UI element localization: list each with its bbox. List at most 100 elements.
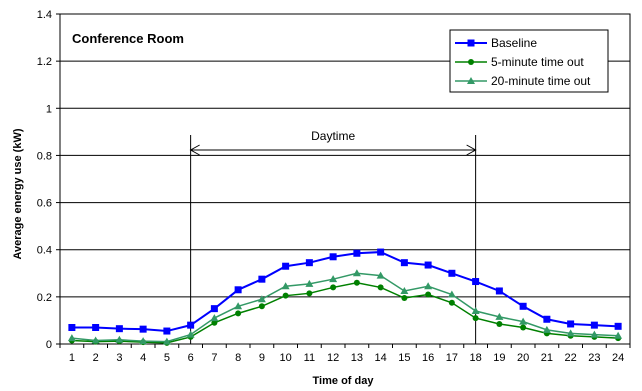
data-point: [495, 312, 504, 320]
data-point: [281, 282, 290, 290]
data-point: [258, 275, 266, 283]
data-point: [447, 290, 456, 298]
data-point: [353, 279, 360, 286]
data-point: [258, 303, 265, 310]
x-tick-label: 22: [565, 352, 577, 364]
data-point: [376, 271, 385, 279]
data-point: [496, 320, 503, 327]
daytime-arrowhead-right: [466, 144, 477, 156]
y-tick-label: 1.4: [37, 9, 52, 21]
data-point: [425, 291, 432, 298]
y-tick-label: 0: [46, 339, 52, 351]
x-tick-label: 17: [446, 352, 458, 364]
legend-label-baseline: Baseline: [491, 36, 537, 50]
y-tick-labels: 0 0.2 0.4 0.6 0.8 1 1.2 1.4: [37, 9, 60, 351]
data-point: [257, 295, 266, 303]
data-point: [448, 269, 456, 277]
x-tick-labels: 1 2 3 4 5 6 7 8 9 10 11 12 13 14 15 16 17 18 19 20 21 22 23 24: [59, 344, 631, 364]
data-point: [330, 284, 337, 291]
daytime-label: Daytime: [311, 129, 355, 143]
data-point: [115, 335, 124, 343]
x-tick-label: 18: [470, 352, 482, 364]
x-tick-label: 10: [280, 352, 292, 364]
x-tick-label: 9: [259, 352, 265, 364]
data-point: [92, 324, 100, 331]
series-3: [67, 269, 623, 345]
data-point: [448, 299, 455, 306]
series-1: [68, 248, 622, 335]
legend-marker-baseline: [467, 39, 475, 47]
daytime-arrowhead-left: [189, 144, 200, 156]
legend-item-20-minute: 20-minute time out: [455, 74, 591, 88]
x-tick-label: 5: [164, 352, 170, 364]
data-point: [163, 327, 171, 335]
data-point: [590, 330, 599, 338]
data-point: [329, 275, 338, 283]
x-tick-label: 23: [588, 352, 600, 364]
y-tick-label: 1.2: [37, 56, 52, 68]
data-point: [567, 320, 575, 328]
x-axis-title: Time of day: [313, 375, 375, 387]
data-point: [210, 314, 219, 322]
x-tick-label: 8: [235, 352, 241, 364]
legend-label-20-minute: 20-minute time out: [491, 74, 591, 88]
data-point: [329, 253, 337, 261]
data-point: [590, 321, 598, 329]
data-point: [305, 279, 314, 287]
data-point: [614, 331, 623, 339]
data-point: [519, 317, 528, 325]
data-point: [542, 325, 551, 333]
x-tick-label: 6: [188, 352, 194, 364]
x-tick-label: 20: [517, 352, 529, 364]
data-point: [400, 259, 408, 267]
x-tick-label: 21: [541, 352, 553, 364]
legend-marker-5-minute: [468, 59, 474, 65]
data-point: [282, 292, 289, 299]
x-tick-label: 3: [116, 352, 122, 364]
data-point: [543, 315, 551, 323]
data-point: [211, 319, 218, 326]
data-point: [377, 248, 385, 256]
y-tick-label: 0.6: [37, 198, 52, 210]
data-point: [306, 290, 313, 297]
x-tick-label: 24: [612, 352, 624, 364]
chart-title: Conference Room: [72, 31, 184, 46]
legend: Baseline 5-minute time out 20-minute tim…: [449, 29, 609, 93]
data-point: [305, 259, 313, 267]
x-tick-label: 4: [140, 352, 146, 364]
data-point: [495, 287, 503, 295]
data-point: [210, 305, 218, 313]
series-line: [71, 251, 619, 333]
series-line: [71, 281, 619, 344]
y-tick-label: 0.4: [37, 245, 52, 257]
data-point: [401, 295, 408, 302]
daytime-annotation: Daytime: [189, 129, 477, 344]
x-tick-label: 2: [93, 352, 99, 364]
data-point: [353, 249, 361, 257]
data-point: [139, 337, 148, 345]
x-tick-label: 1: [69, 352, 75, 364]
data-point: [235, 310, 242, 317]
x-tick-label: 11: [304, 352, 315, 364]
x-tick-label: 19: [493, 352, 505, 364]
data-point: [139, 325, 147, 333]
data-point: [472, 278, 480, 286]
series-line: [71, 272, 619, 343]
data-point: [519, 302, 527, 310]
x-tick-label: 15: [398, 352, 410, 364]
data-point: [377, 284, 384, 291]
legend-item-5-minute: 5-minute time out: [455, 55, 584, 69]
data-point: [68, 324, 76, 331]
data-point: [424, 261, 432, 269]
data-point: [91, 336, 100, 344]
y-tick-label: 1: [46, 103, 52, 115]
data-point: [115, 325, 123, 333]
data-point: [67, 334, 76, 342]
legend-label-5-minute: 5-minute time out: [491, 55, 584, 69]
data-point: [614, 322, 622, 330]
x-tick-label: 14: [375, 352, 387, 364]
legend-marker-20-minute: [467, 77, 475, 84]
y-tick-label: 0.2: [37, 292, 52, 304]
data-point: [424, 282, 433, 290]
data-point: [234, 302, 243, 310]
